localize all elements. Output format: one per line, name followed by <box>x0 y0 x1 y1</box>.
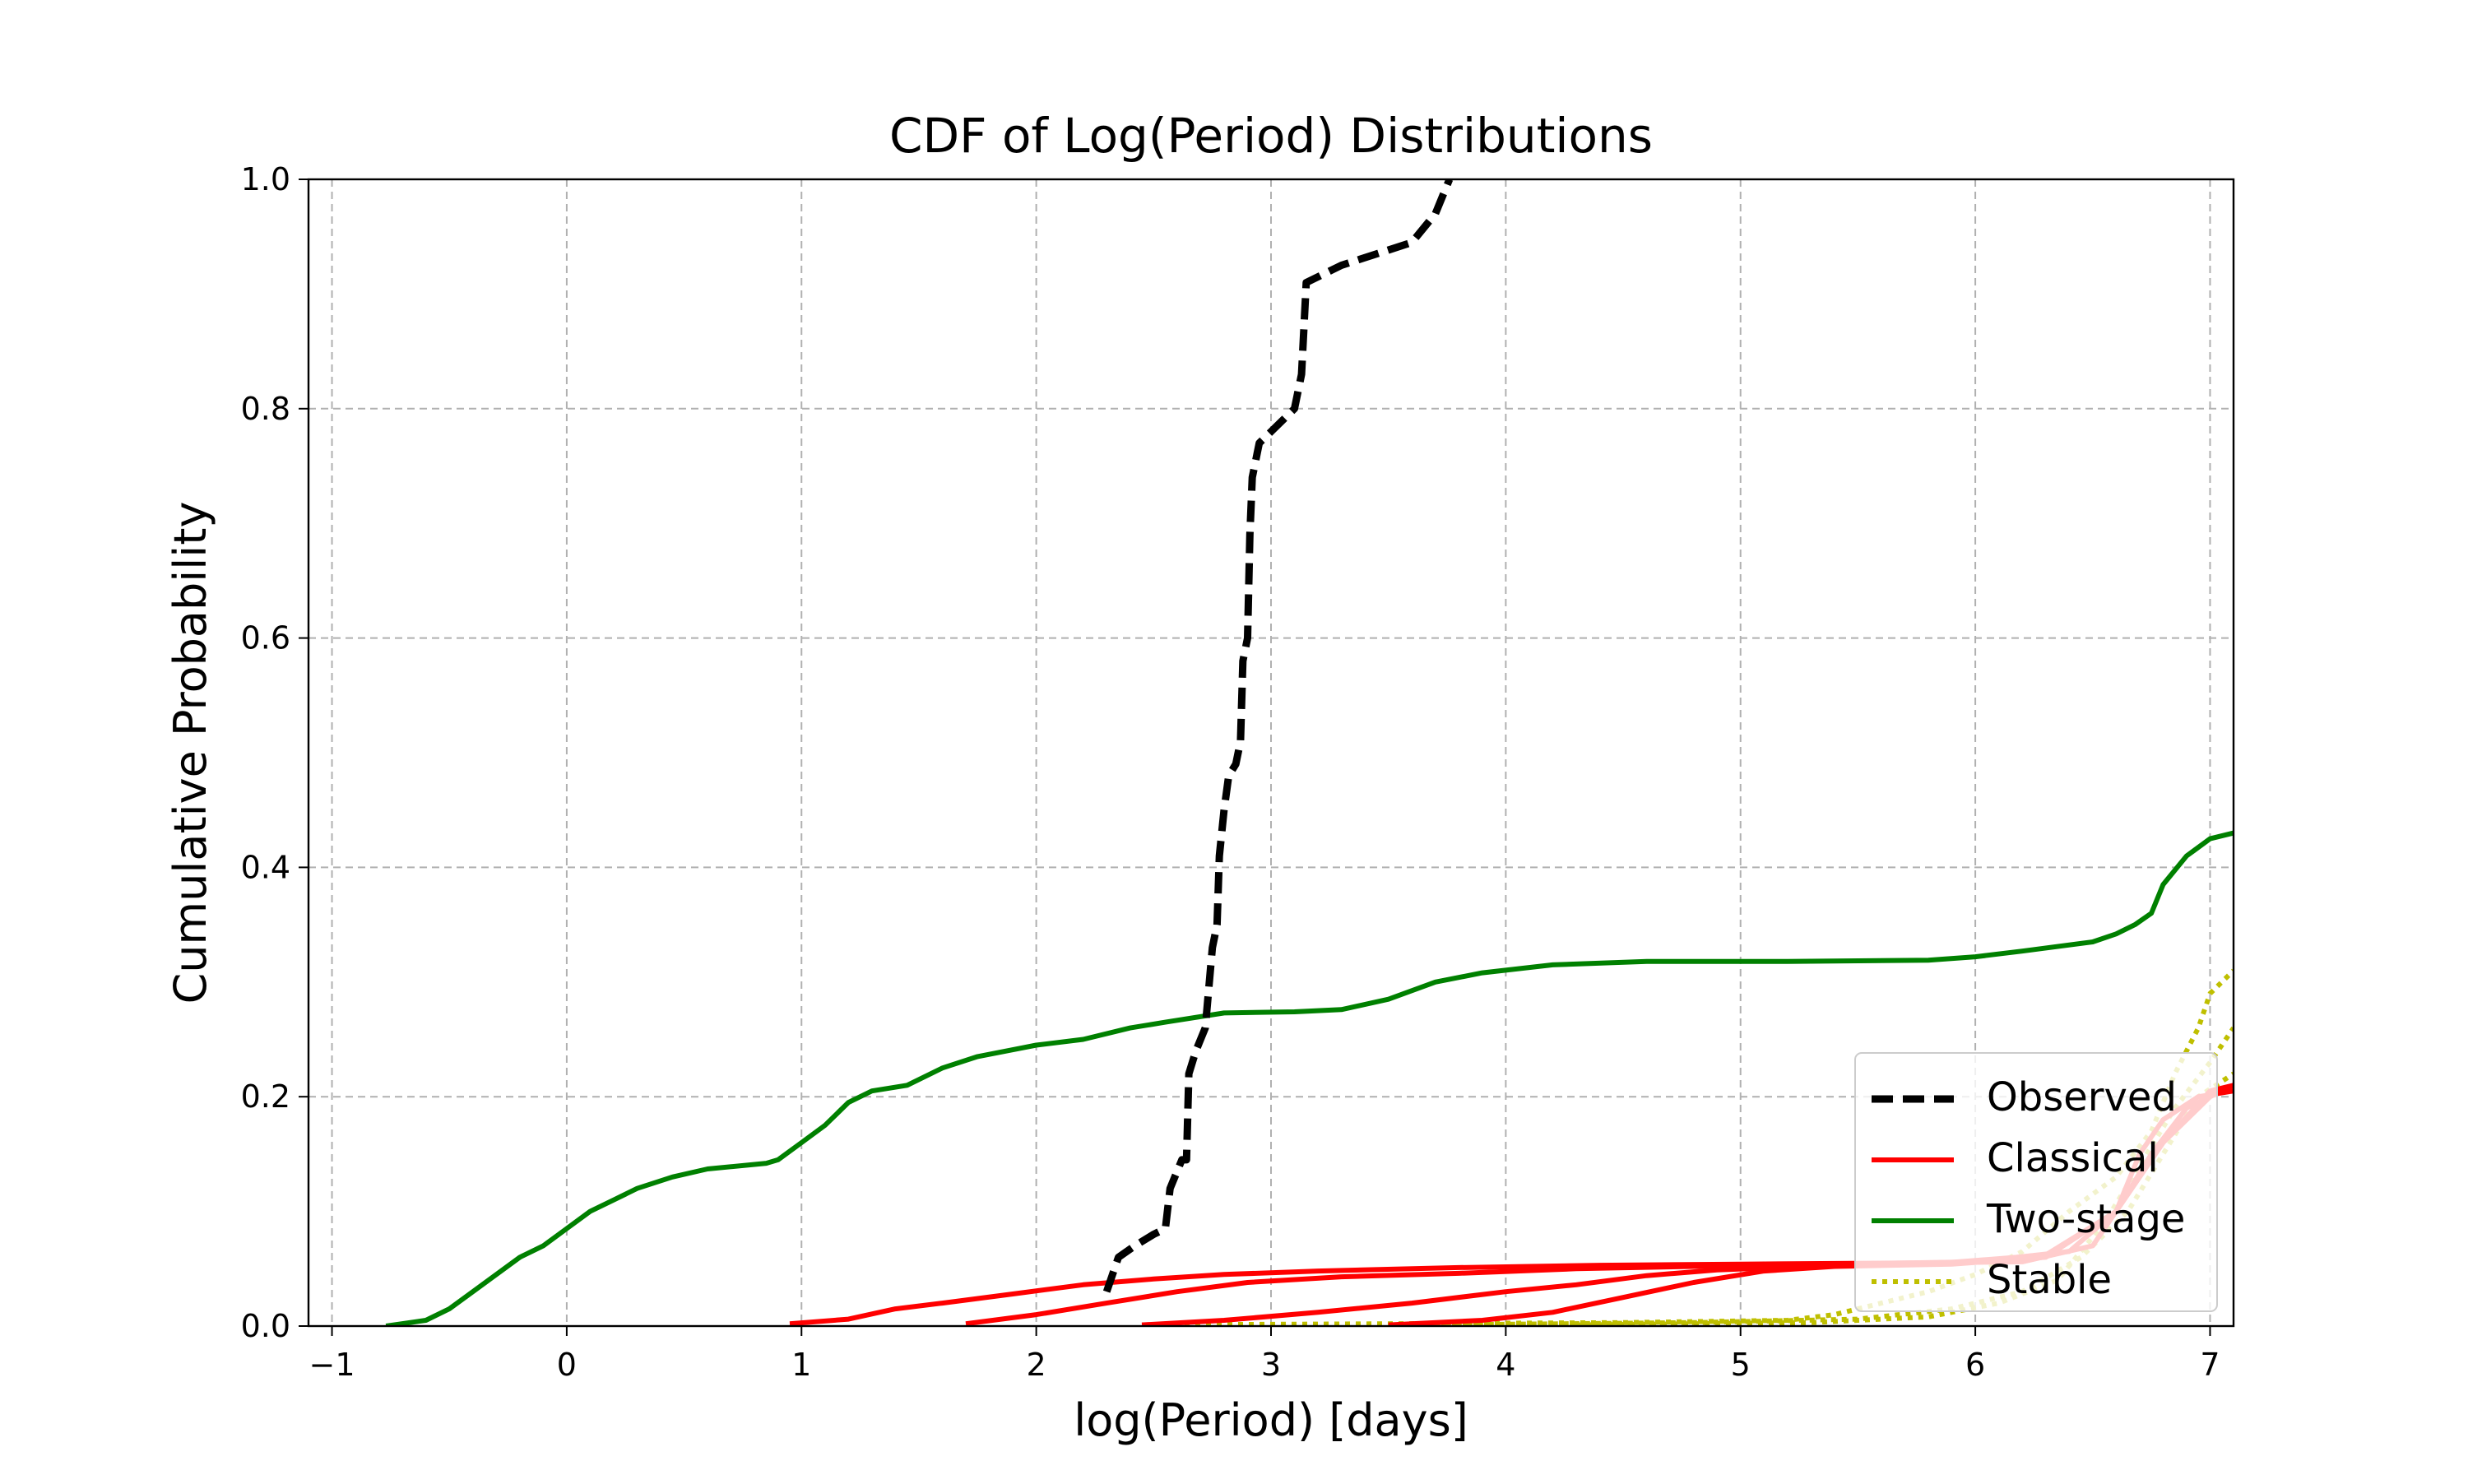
legend-label: Classical <box>1987 1135 2159 1181</box>
legend: Observed Classical Two-stage Stable <box>1854 1052 2218 1312</box>
x-tick-label: 3 <box>1261 1347 1281 1383</box>
y-tick-label: 0.6 <box>241 620 290 656</box>
y-axis-label: Cumulative Probability <box>165 502 216 1004</box>
legend-label: Observed <box>1987 1074 2177 1120</box>
y-tick-label: 0.0 <box>241 1308 290 1344</box>
ticks: −1 0 1 2 3 4 5 6 7 0.0 0.2 0.4 0.6 0.8 1.0 <box>241 161 2220 1383</box>
x-tick-label: 5 <box>1731 1347 1751 1383</box>
y-tick-label: 0.4 <box>241 849 290 885</box>
legend-box <box>1854 1052 2218 1312</box>
x-tick-label: 1 <box>791 1347 811 1383</box>
x-tick-label: −1 <box>309 1347 355 1383</box>
x-tick-label: 4 <box>1496 1347 1515 1383</box>
x-tick-label: 7 <box>2200 1347 2220 1383</box>
chart-title: CDF of Log(Period) Distributions <box>889 108 1653 164</box>
y-tick-label: 0.8 <box>241 391 290 427</box>
y-tick-label: 0.2 <box>241 1078 290 1115</box>
series-line-two-stage <box>385 830 2234 1326</box>
y-tick-label: 1.0 <box>241 161 290 197</box>
series-line-observed <box>1102 179 1454 1293</box>
x-tick-label: 2 <box>1027 1347 1046 1383</box>
series-line-stable <box>1141 968 2234 1326</box>
x-axis-label: log(Period) [days] <box>1074 1394 1468 1446</box>
legend-label: Two-stage <box>1986 1196 2185 1242</box>
legend-label: Stable <box>1987 1257 2112 1303</box>
x-tick-label: 6 <box>1965 1347 1985 1383</box>
x-tick-label: 0 <box>557 1347 577 1383</box>
